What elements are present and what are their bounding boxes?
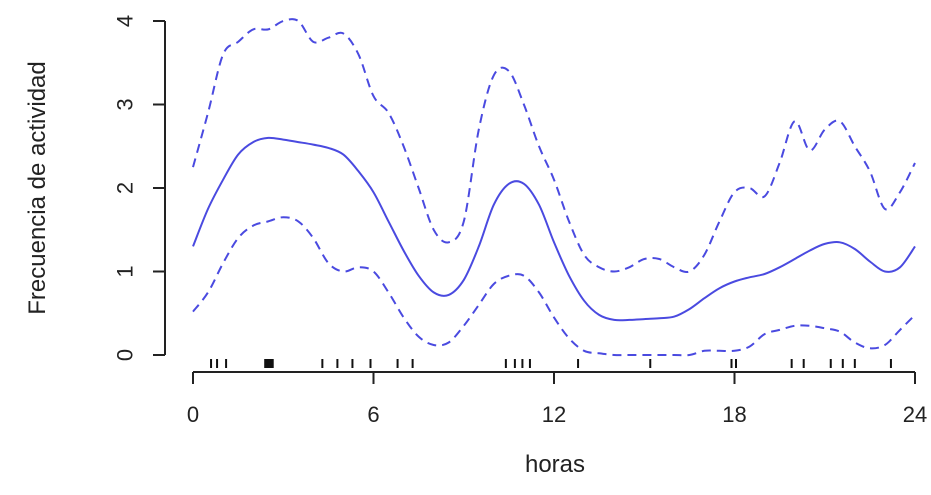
x-tick-label: 0 [187,402,199,427]
x-axis-ticks: 0 6 12 18 24 [187,372,927,427]
series-layer [192,18,916,357]
y-tick-label: 4 [113,15,138,27]
x-tick-label: 6 [367,402,379,427]
lower-ci-line [192,216,916,357]
x-tick-label: 24 [903,402,927,427]
x-axis-title: horas [525,451,585,478]
y-tick-label: 0 [113,349,138,361]
x-tick-label: 18 [722,402,746,427]
estimate-line [192,136,916,322]
rug-marks [210,359,892,368]
y-tick-label: 3 [113,98,138,110]
y-tick-label: 2 [113,182,138,194]
y-axis-ticks: 0 1 2 3 4 [113,15,165,361]
y-tick-label: 1 [113,265,138,277]
y-axis-title: Frecuencia de actividad [24,61,51,314]
upper-ci-line [192,18,916,274]
x-tick-label: 12 [542,402,566,427]
